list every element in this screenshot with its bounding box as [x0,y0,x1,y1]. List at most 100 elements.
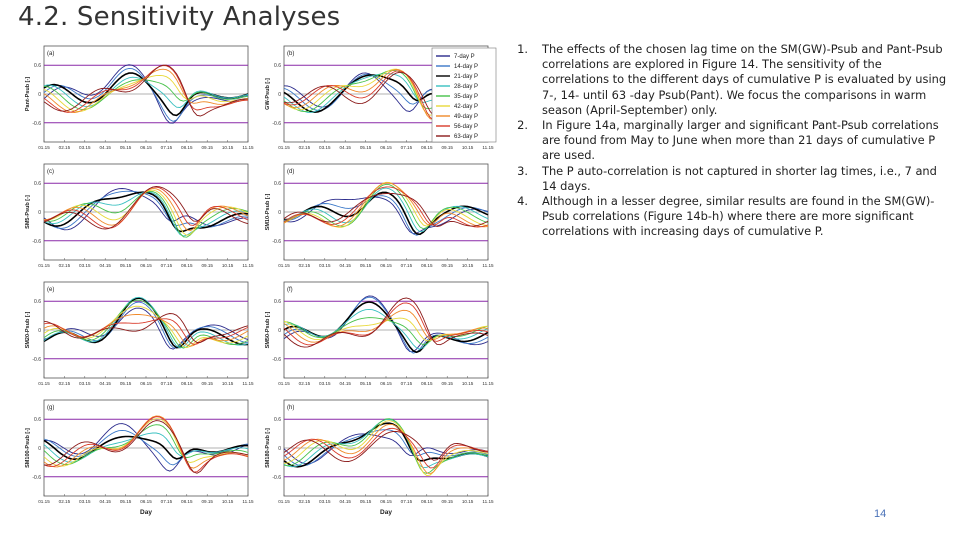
x-tick-label: 06.15 [140,381,152,386]
series-line [43,416,249,473]
x-tick-label: 04.15 [99,263,111,268]
series-line [43,76,249,108]
x-tick-label: 03.15 [79,263,91,268]
x-tick-label: 11.15 [482,263,494,268]
legend-label: 56-day P [454,124,478,130]
series-line [283,196,489,235]
x-tick-label: 11.15 [242,263,254,268]
y-tick-label: 0 [278,210,281,216]
x-tick-label: 04.15 [99,381,111,386]
x-tick-label: 10.15 [222,381,234,386]
legend-label: 35-day P [454,94,478,100]
note-item: 1. The effects of the chosen lag time on … [508,42,948,118]
note-text: In Figure 14a, marginally larger and sig… [542,118,939,163]
x-tick-label: 01.15 [38,145,50,150]
panel-label: (f) [287,287,293,293]
y-tick-label: -0.6 [32,239,41,245]
x-axis-label: Day [140,509,152,516]
x-tick-label: 01.15 [278,145,290,150]
legend-label: 42-day P [454,104,478,110]
x-tick-label: 09.15 [201,145,213,150]
y-tick-label: 0.6 [274,181,281,187]
series-line [283,420,489,477]
figure-panel: 0.6 0 -0.6 01.15 02.15 03.15 04.15 05.15 06.15 07… [25,45,254,150]
series-line [283,427,489,469]
series-line [283,183,489,230]
x-tick-label: 01.15 [38,263,50,268]
y-tick-label: -0.6 [32,121,41,127]
x-tick-label: 07.15 [161,145,173,150]
note-number: 1. [517,42,528,56]
series-line [283,422,489,468]
x-tick-label: 06.15 [380,263,392,268]
legend-label: 7-day P [454,54,475,60]
series-line [283,423,489,475]
panel-label: (g) [47,405,54,411]
y-tick-label: 0.6 [34,417,41,423]
x-tick-label: 08.15 [421,381,433,386]
y-axis-label: SM50-Psub [-] [265,311,271,348]
x-tick-label: 11.15 [242,499,254,504]
y-axis-label: SM10-Psub [-] [265,193,271,230]
x-tick-label: 04.15 [99,145,111,150]
x-tick-label: 07.15 [401,499,413,504]
x-tick-label: 02.15 [299,145,311,150]
series-line [283,192,489,227]
note-item: 4. Although in a lesser degree, similar r… [508,194,948,240]
series-line [283,418,489,469]
x-tick-label: 01.15 [38,381,50,386]
y-axis-label: GW-Psub [-] [265,78,271,110]
x-tick-label: 02.15 [299,263,311,268]
x-tick-label: 05.15 [360,381,372,386]
x-tick-label: 07.15 [161,499,173,504]
y-axis-label: Pant-Psub [-] [25,77,31,111]
x-tick-label: 10.15 [222,499,234,504]
panel-label: (a) [47,51,54,57]
note-item: 3. The P auto-correlation is not captured… [508,164,948,194]
x-tick-label: 04.15 [339,381,351,386]
y-tick-label: 0.6 [34,299,41,305]
legend-label: 49-day P [454,114,478,120]
x-tick-label: 05.15 [120,381,132,386]
x-tick-label: 03.15 [79,381,91,386]
y-tick-label: 0.6 [274,417,281,423]
series-line [43,79,249,110]
series-line [43,418,249,467]
series-line [283,186,489,228]
sensitivity-figure: 0.60-0.601.15 02.15 03.15 04.15 05.15 06.15 07… [25,45,497,516]
series-line [283,297,489,348]
note-number: 2. [517,118,528,133]
x-tick-label: 09.15 [201,499,213,504]
series-line [43,64,249,117]
y-tick-label: -0.6 [272,357,281,363]
series-line [283,187,489,233]
note-text: Although in a lesser degree, similar res… [542,194,935,239]
figure-panel: 0.6 0 -0.6 01.15 02.15 03.15 04.15 05.15 06.15 07… [25,399,254,516]
x-tick-label: 08.15 [421,263,433,268]
series-line [43,65,249,113]
x-tick-label: 05.15 [360,145,372,150]
legend-label: 21-day P [454,74,478,80]
figure-panel: 0.6 0 -0.6 01.15 02.15 03.15 04.15 05.15 06.15 07… [25,163,254,268]
series-line [43,186,249,230]
x-tick-label: 11.15 [482,499,494,504]
slide-title: 4.2. Sensitivity Analyses [18,2,341,32]
x-tick-label: 02.15 [299,499,311,504]
series-line [43,307,249,350]
x-tick-label: 05.15 [120,499,132,504]
x-tick-label: 11.15 [242,381,254,386]
x-tick-label: 02.15 [59,381,71,386]
y-tick-label: 0.6 [34,63,41,69]
series-line [43,188,249,231]
x-tick-label: 08.15 [421,499,433,504]
x-tick-label: 10.15 [462,381,474,386]
x-tick-label: 06.15 [140,145,152,150]
series-line [43,313,249,343]
x-tick-label: 03.15 [79,499,91,504]
y-tick-label: 0 [38,328,41,334]
x-tick-label: 08.15 [181,381,193,386]
series-line [283,430,489,463]
y-tick-label: 0.6 [274,299,281,305]
x-tick-label: 03.15 [79,145,91,150]
series-line [283,317,489,346]
